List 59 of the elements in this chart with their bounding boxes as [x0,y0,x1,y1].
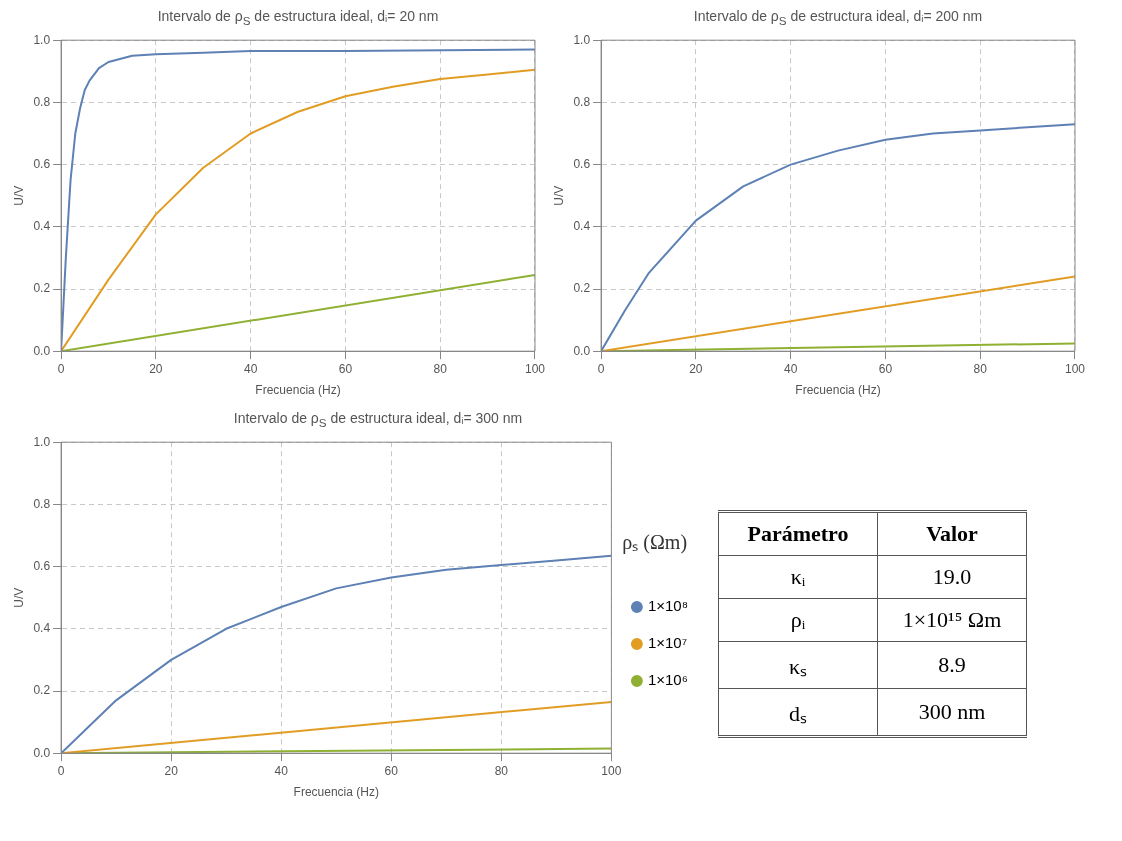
chart-title: Intervalo de ρ$_{S}$ de estructura ideal, dᵢ= 300 nm [232,410,524,431]
x-tick-label: 40 [274,763,289,778]
x-axis-title: Frecuencia (Hz) [293,785,379,800]
y-tick-label: 0.4 [33,621,51,636]
x-tick-label: 20 [164,763,179,778]
y-axis-title: U/V [11,185,26,206]
y-tick-label: 0.2 [573,281,591,296]
y-tick-label: 1.0 [573,32,591,47]
y-axis-title: U/V [11,587,26,608]
y-tick-label: 0.8 [33,94,51,109]
text: ρᵢ [718,598,878,642]
x-axis-title: Frecuencia (Hz) [255,383,341,398]
text: κᵢ [718,555,878,599]
x-tick-label: 100 [524,361,546,376]
y-tick-label: 0.8 [573,94,591,109]
y-tick-label: 0.4 [573,219,591,234]
y-tick-label: 0.6 [33,156,51,171]
y-tick-label: 0.6 [573,156,591,171]
x-tick-label: 40 [243,361,258,376]
y-tick-label: 0.2 [33,683,51,698]
x-axis-title: Frecuencia (Hz) [795,383,881,398]
text: Parámetro [718,511,878,556]
text: 1×10¹⁵ Ωm [877,598,1027,642]
x-tick-label: 0 [597,361,605,376]
x-tick-label: 60 [878,361,893,376]
text: Valor [877,511,1027,556]
x-tick-label: 20 [689,361,703,376]
y-tick-label: 0.4 [33,219,51,234]
y-tick-label: 0.0 [33,343,51,358]
y-axis-title: U/V [551,185,566,206]
y-tick-label: 0.8 [33,496,51,511]
legend-label: 1×10⁶ [647,671,688,689]
x-tick-label: 20 [149,361,163,376]
x-tick-label: 80 [973,361,988,376]
text: 300 nm [877,688,1027,737]
y-tick-label: 0.0 [33,745,51,760]
x-tick-label: 80 [433,361,448,376]
y-tick-label: 1.0 [33,434,51,449]
x-tick-label: 60 [338,361,353,376]
legend-title: ρₛ (Ωm) [622,530,688,554]
chart-title: Intervalo de ρ$_{S}$ de estructura ideal, dᵢ= 20 nm [156,8,440,29]
y-tick-label: 0.0 [573,343,591,358]
x-tick-label: 80 [494,763,509,778]
y-tick-label: 0.2 [33,281,51,296]
text: 8.9 [877,641,1027,689]
text: 19.0 [877,555,1027,599]
legend-label: 1×10⁸ [647,597,689,615]
text: κₛ [718,641,878,689]
y-tick-label: 0.6 [33,558,51,573]
x-tick-label: 0 [57,361,65,376]
x-tick-label: 60 [384,763,399,778]
text: dₛ [718,688,878,737]
x-tick-label: 0 [57,763,65,778]
x-tick-label: 100 [601,763,622,778]
x-tick-label: 40 [783,361,798,376]
chart-title: Intervalo de ρ$_{S}$ de estructura ideal, dᵢ= 200 nm [692,8,984,29]
x-tick-label: 100 [1064,361,1086,376]
y-tick-label: 1.0 [33,32,51,47]
legend-label: 1×10⁷ [647,634,688,652]
